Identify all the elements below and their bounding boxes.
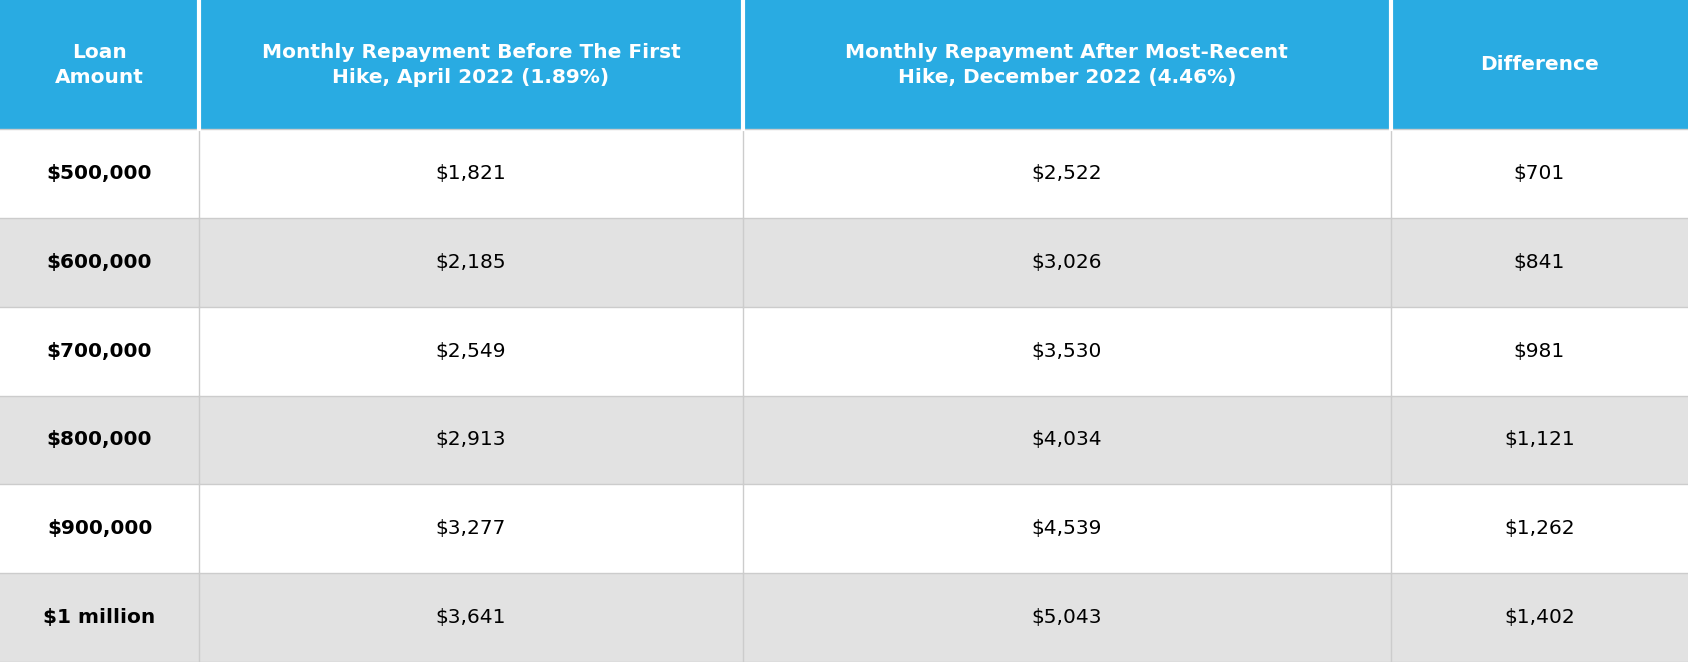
Text: Difference: Difference (1480, 55, 1599, 74)
Bar (0, 573, 1688, 662)
Text: $1,121: $1,121 (1504, 430, 1575, 449)
Bar (0, 129, 1688, 218)
Text: $1,402: $1,402 (1504, 608, 1575, 627)
Bar (0, 218, 1688, 307)
Text: $1,821: $1,821 (436, 164, 506, 183)
Text: $981: $981 (1514, 342, 1565, 361)
Text: Monthly Repayment After Most-Recent
Hike, December 2022 (4.46%): Monthly Repayment After Most-Recent Hike… (846, 42, 1288, 87)
Bar (0, 485, 1688, 573)
Text: Loan
Amount: Loan Amount (56, 42, 143, 87)
Text: $3,277: $3,277 (436, 519, 506, 538)
Text: $2,185: $2,185 (436, 253, 506, 272)
Text: $700,000: $700,000 (47, 342, 152, 361)
Text: $3,530: $3,530 (1031, 342, 1102, 361)
Text: $2,522: $2,522 (1031, 164, 1102, 183)
Bar (1393, 0, 1688, 129)
Text: $800,000: $800,000 (47, 430, 152, 449)
Bar (0, 0, 197, 129)
Bar (0, 307, 1688, 396)
Text: $4,539: $4,539 (1031, 519, 1102, 538)
Bar (201, 0, 741, 129)
Text: Monthly Repayment Before The First
Hike, April 2022 (1.89%): Monthly Repayment Before The First Hike,… (262, 42, 680, 87)
Text: $1,262: $1,262 (1504, 519, 1575, 538)
Text: $3,641: $3,641 (436, 608, 506, 627)
Text: $500,000: $500,000 (47, 164, 152, 183)
Text: $701: $701 (1514, 164, 1565, 183)
Text: $3,026: $3,026 (1031, 253, 1102, 272)
Text: $1 million: $1 million (44, 608, 155, 627)
Text: $841: $841 (1514, 253, 1565, 272)
Text: $5,043: $5,043 (1031, 608, 1102, 627)
Bar (0, 396, 1688, 485)
Text: $4,034: $4,034 (1031, 430, 1102, 449)
Text: $600,000: $600,000 (47, 253, 152, 272)
Text: $900,000: $900,000 (47, 519, 152, 538)
Text: $2,913: $2,913 (436, 430, 506, 449)
Text: $2,549: $2,549 (436, 342, 506, 361)
Bar (744, 0, 1389, 129)
